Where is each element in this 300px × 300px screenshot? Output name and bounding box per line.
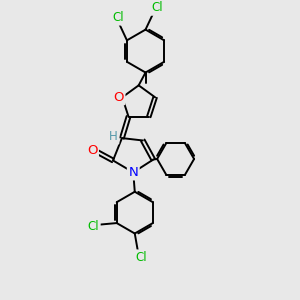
Text: Cl: Cl	[113, 11, 124, 24]
Text: O: O	[113, 91, 124, 104]
Text: Cl: Cl	[88, 220, 99, 232]
Text: Cl: Cl	[151, 1, 163, 14]
Text: H: H	[109, 130, 118, 143]
Text: O: O	[87, 144, 98, 157]
Text: N: N	[128, 166, 138, 179]
Text: Cl: Cl	[136, 251, 147, 264]
